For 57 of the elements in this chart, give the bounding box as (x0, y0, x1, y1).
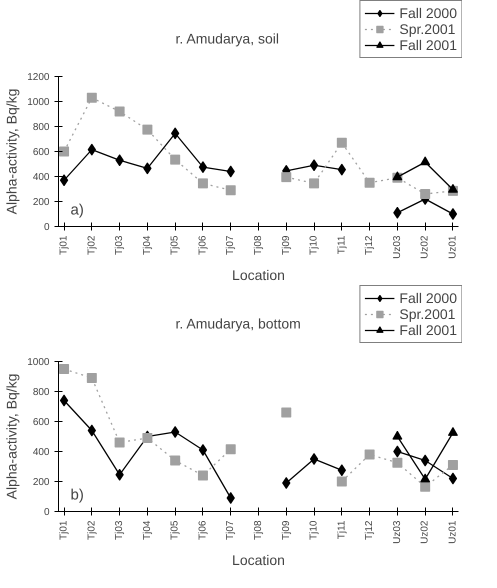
x-tick-label: Uz03 (392, 520, 403, 544)
legend-label: Fall 2001 (399, 37, 457, 53)
y-tick-label: 400 (32, 447, 50, 458)
x-tick-label: Tj04 (142, 235, 153, 255)
chart-title: r. Amudarya, bottom (176, 316, 301, 332)
x-tick-label: Tj03 (114, 235, 126, 255)
x-tick-label: Tj08 (253, 235, 264, 255)
x-tick-label: Tj09 (280, 520, 292, 540)
x-tick-label: Tj05 (170, 235, 181, 255)
y-tick-label: 400 (32, 172, 50, 183)
legend-label: Fall 2000 (399, 5, 457, 21)
legend-label: Spr.2001 (399, 21, 456, 37)
annotation: b) (70, 486, 84, 504)
x-tick-label: Tj09 (280, 235, 292, 255)
legend-label: Fall 2000 (399, 290, 457, 306)
legend-label: Spr.2001 (399, 306, 456, 322)
x-axis-title: Location (232, 552, 285, 568)
x-tick-label: Tj05 (170, 520, 181, 540)
x-tick-label: Tj03 (114, 520, 126, 540)
x-tick-label: Uz01 (447, 235, 458, 259)
y-tick-label: 200 (32, 197, 50, 208)
chart-title: r. Amudarya, soil (176, 30, 279, 46)
y-tick-label: 800 (32, 122, 50, 133)
y-tick-label: 1000 (27, 357, 50, 368)
y-tick-label: 600 (32, 417, 50, 428)
x-tick-label: Tj02 (86, 235, 98, 255)
x-tick-label: Uz03 (392, 235, 403, 259)
x-tick-label: Tj12 (364, 520, 376, 540)
x-tick-label: Tj08 (253, 520, 264, 540)
x-tick-label: Tj04 (142, 520, 153, 540)
x-tick-label: Tj11 (336, 520, 348, 540)
x-tick-label: Tj11 (336, 235, 348, 254)
x-tick-label: Tj01 (58, 520, 70, 540)
annotation: a) (70, 202, 84, 218)
x-tick-label: Tj06 (197, 235, 208, 255)
y-tick-label: 1200 (27, 72, 50, 83)
x-tick-label: Tj07 (225, 520, 236, 540)
x-tick-label: Tj10 (308, 520, 320, 540)
y-axis-title: Alpha-activity, Bq/kg (3, 374, 20, 500)
x-tick-label: Tj06 (197, 520, 208, 540)
y-tick-label: 1000 (27, 97, 50, 108)
x-tick-label: Uz02 (420, 235, 431, 259)
x-tick-label: Tj07 (225, 235, 236, 255)
y-tick-label: 0 (44, 507, 50, 518)
x-tick-label: Tj01 (58, 235, 70, 255)
y-tick-label: 600 (32, 147, 50, 158)
x-tick-label: Uz02 (420, 520, 431, 544)
x-tick-label: Tj02 (86, 520, 98, 540)
legend-label: Fall 2001 (399, 322, 457, 338)
x-tick-label: Uz01 (447, 520, 458, 544)
y-axis-title: Alpha-activity, Bq/kg (3, 88, 20, 214)
y-tick-label: 0 (44, 222, 50, 233)
x-axis-title: Location (232, 266, 285, 283)
x-tick-label: Tj12 (364, 235, 376, 255)
x-tick-label: Tj10 (308, 235, 320, 255)
y-tick-label: 200 (32, 477, 50, 488)
y-tick-label: 800 (32, 387, 50, 398)
